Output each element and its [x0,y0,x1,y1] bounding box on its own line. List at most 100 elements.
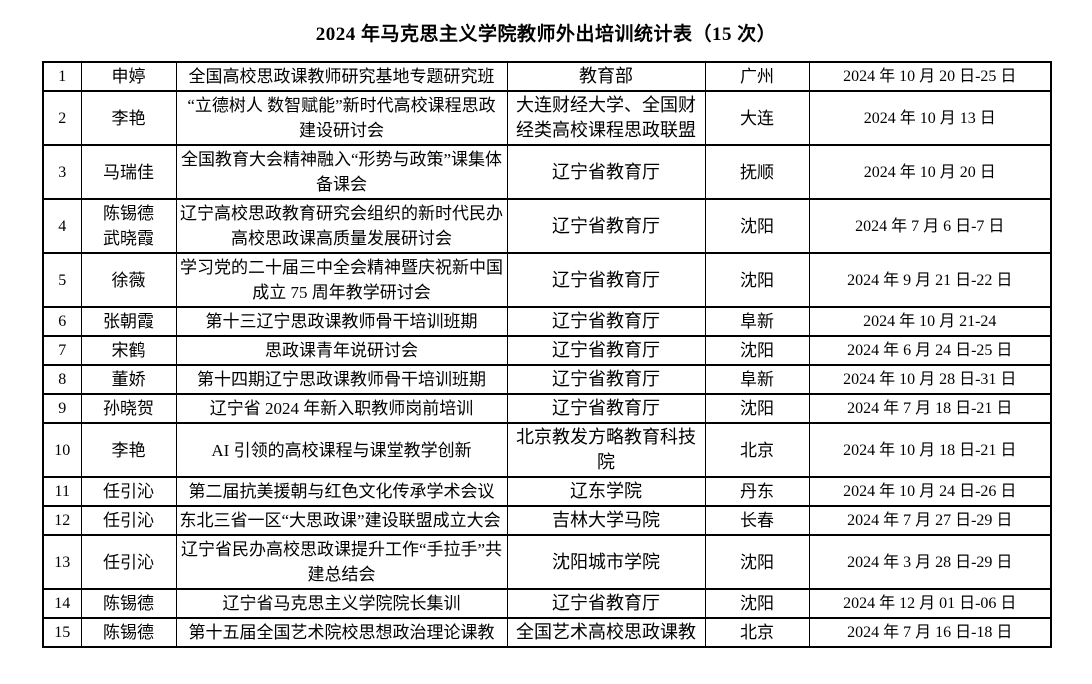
date-cell: 2024 年 7 月 6 日-7 日 [808,198,1052,254]
row-number-cell: 5 [42,252,82,308]
topic-cell: 学习党的二十届三中全会精神暨庆祝新中国成立 75 周年教学研讨会 [175,252,508,308]
topic-cell: 第二届抗美援朝与红色文化传承学术会议 [175,476,508,507]
organizer-cell: 辽宁省教育厅 [506,144,706,200]
row-number-cell: 11 [42,476,82,507]
teacher-name-cell: 陈锡德 武晓霞 [80,198,177,254]
table-row: 9 孙晓贺 辽宁省 2024 年新入职教师岗前培训 辽宁省教育厅 沈阳 2024… [42,393,1052,424]
table-row: 1 申婷 全国高校思政课教师研究基地专题研究班 教育部 广州 2024 年 10… [42,61,1052,92]
topic-cell: 辽宁省民办高校思政课提升工作“手拉手”共建总结会 [175,534,508,590]
row-number-cell: 9 [42,393,82,424]
date-cell: 2024 年 10 月 20 日-25 日 [808,61,1052,92]
table-row: 6 张朝霞 第十三辽宁思政课教师骨干培训班期 辽宁省教育厅 阜新 2024 年 … [42,306,1052,337]
date-cell: 2024 年 10 月 24 日-26 日 [808,476,1052,507]
topic-cell: 思政课青年说研讨会 [175,335,508,366]
location-cell: 阜新 [704,306,810,337]
teacher-name-cell: 李艳 [80,422,177,478]
topic-cell: 第十三辽宁思政课教师骨干培训班期 [175,306,508,337]
location-cell: 沈阳 [704,198,810,254]
row-number-cell: 1 [42,61,82,92]
topic-cell: 全国教育大会精神融入“形势与政策”课集体备课会 [175,144,508,200]
date-cell: 2024 年 6 月 24 日-25 日 [808,335,1052,366]
organizer-cell: 大连财经大学、全国财经类高校课程思政联盟 [506,90,706,146]
row-number-cell: 13 [42,534,82,590]
organizer-cell: 辽宁省教育厅 [506,335,706,366]
organizer-cell: 辽宁省教育厅 [506,198,706,254]
date-cell: 2024 年 7 月 27 日-29 日 [808,505,1052,536]
date-cell: 2024 年 10 月 21-24 [808,306,1052,337]
table-row: 5 徐薇 学习党的二十届三中全会精神暨庆祝新中国成立 75 周年教学研讨会 辽宁… [42,252,1052,308]
table-row: 13 任引沁 辽宁省民办高校思政课提升工作“手拉手”共建总结会 沈阳城市学院 沈… [42,534,1052,590]
row-number-cell: 2 [42,90,82,146]
table-row: 10 李艳 AI 引领的高校课程与课堂教学创新 北京教发方略教育科技院 北京 2… [42,422,1052,478]
teacher-name-cell: 任引沁 [80,505,177,536]
location-cell: 沈阳 [704,335,810,366]
date-cell: 2024 年 9 月 21 日-22 日 [808,252,1052,308]
teacher-name-cell: 陈锡德 [80,588,177,619]
location-cell: 大连 [704,90,810,146]
date-cell: 2024 年 7 月 18 日-21 日 [808,393,1052,424]
organizer-cell: 北京教发方略教育科技院 [506,422,706,478]
location-cell: 沈阳 [704,252,810,308]
row-number-cell: 10 [42,422,82,478]
location-cell: 北京 [704,617,810,648]
organizer-cell: 沈阳城市学院 [506,534,706,590]
organizer-cell: 全国艺术高校思政课教 [506,617,706,648]
table-body: 1 申婷 全国高校思政课教师研究基地专题研究班 教育部 广州 2024 年 10… [42,61,1052,648]
topic-cell: 辽宁高校思政教育研究会组织的新时代民办高校思政课高质量发展研讨会 [175,198,508,254]
row-number-cell: 14 [42,588,82,619]
organizer-cell: 辽宁省教育厅 [506,252,706,308]
table-row: 8 董娇 第十四期辽宁思政课教师骨干培训班期 辽宁省教育厅 阜新 2024 年 … [42,364,1052,395]
teacher-name-cell: 任引沁 [80,476,177,507]
location-cell: 沈阳 [704,534,810,590]
table-row: 14 陈锡德 辽宁省马克思主义学院院长集训 辽宁省教育厅 沈阳 2024 年 1… [42,588,1052,619]
row-number-cell: 15 [42,617,82,648]
organizer-cell: 辽东学院 [506,476,706,507]
table-row: 11 任引沁 第二届抗美援朝与红色文化传承学术会议 辽东学院 丹东 2024 年… [42,476,1052,507]
date-cell: 2024 年 3 月 28 日-29 日 [808,534,1052,590]
topic-cell: 第十四期辽宁思政课教师骨干培训班期 [175,364,508,395]
date-cell: 2024 年 10 月 28 日-31 日 [808,364,1052,395]
table-row: 7 宋鹤 思政课青年说研讨会 辽宁省教育厅 沈阳 2024 年 6 月 24 日… [42,335,1052,366]
location-cell: 沈阳 [704,393,810,424]
location-cell: 丹东 [704,476,810,507]
organizer-cell: 辽宁省教育厅 [506,588,706,619]
page-title: 2024 年马克思主义学院教师外出培训统计表（15 次） [315,24,777,45]
date-cell: 2024 年 12 月 01 日-06 日 [808,588,1052,619]
organizer-cell: 辽宁省教育厅 [506,364,706,395]
table-row: 12 任引沁 东北三省一区“大思政课”建设联盟成立大会 吉林大学马院 长春 20… [42,505,1052,536]
table-row: 15 陈锡德 第十五届全国艺术院校思想政治理论课教 全国艺术高校思政课教 北京 … [42,617,1052,648]
location-cell: 抚顺 [704,144,810,200]
teacher-name-cell: 董娇 [80,364,177,395]
date-cell: 2024 年 10 月 18 日-21 日 [808,422,1052,478]
row-number-cell: 6 [42,306,82,337]
topic-cell: “立德树人 数智赋能”新时代高校课程思政建设研讨会 [175,90,508,146]
organizer-cell: 辽宁省教育厅 [506,393,706,424]
organizer-cell: 吉林大学马院 [506,505,706,536]
topic-cell: 辽宁省马克思主义学院院长集训 [175,588,508,619]
topic-cell: 第十五届全国艺术院校思想政治理论课教 [175,617,508,648]
teacher-name-cell: 李艳 [80,90,177,146]
teacher-name-cell: 任引沁 [80,534,177,590]
table-row: 3 马瑞佳 全国教育大会精神融入“形势与政策”课集体备课会 辽宁省教育厅 抚顺 … [42,144,1052,200]
location-cell: 北京 [704,422,810,478]
training-table: 1 申婷 全国高校思政课教师研究基地专题研究班 教育部 广州 2024 年 10… [42,61,1052,648]
date-cell: 2024 年 7 月 16 日-18 日 [808,617,1052,648]
organizer-cell: 辽宁省教育厅 [506,306,706,337]
row-number-cell: 12 [42,505,82,536]
table-row: 2 李艳 “立德树人 数智赋能”新时代高校课程思政建设研讨会 大连财经大学、全国… [42,90,1052,146]
topic-cell: 东北三省一区“大思政课”建设联盟成立大会 [175,505,508,536]
teacher-name-cell: 申婷 [80,61,177,92]
topic-cell: AI 引领的高校课程与课堂教学创新 [175,422,508,478]
row-number-cell: 7 [42,335,82,366]
table-row: 4 陈锡德 武晓霞 辽宁高校思政教育研究会组织的新时代民办高校思政课高质量发展研… [42,198,1052,254]
row-number-cell: 3 [42,144,82,200]
topic-cell: 辽宁省 2024 年新入职教师岗前培训 [175,393,508,424]
topic-cell: 全国高校思政课教师研究基地专题研究班 [175,61,508,92]
teacher-name-cell: 徐薇 [80,252,177,308]
teacher-name-cell: 孙晓贺 [80,393,177,424]
organizer-cell: 教育部 [506,61,706,92]
location-cell: 长春 [704,505,810,536]
teacher-name-cell: 张朝霞 [80,306,177,337]
teacher-name-cell: 宋鹤 [80,335,177,366]
location-cell: 沈阳 [704,588,810,619]
